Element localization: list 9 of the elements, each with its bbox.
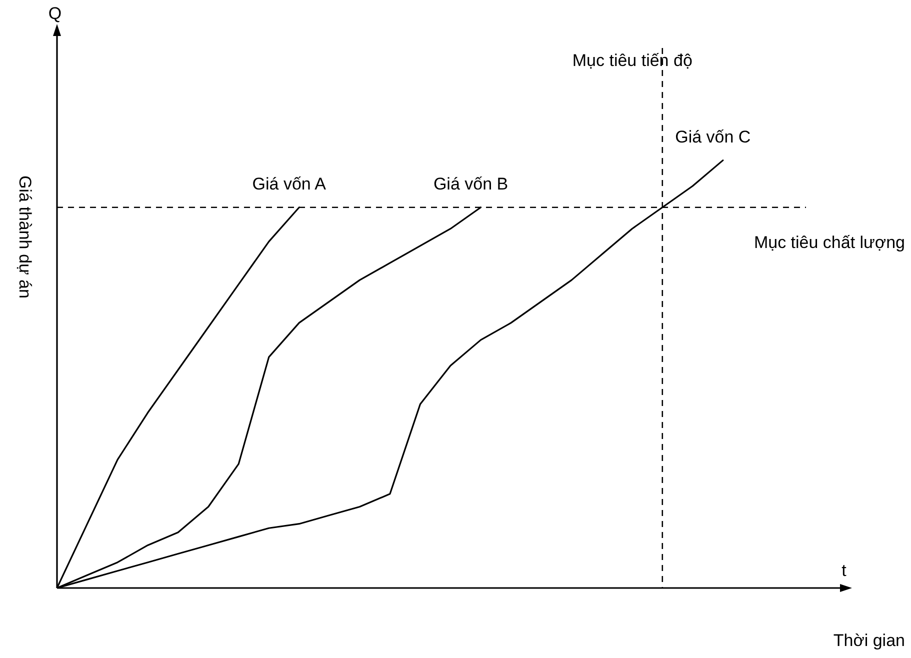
series-label: Giá vốn B <box>433 174 508 194</box>
text: Mục tiêu tiến độ <box>572 51 692 70</box>
x-axis-title: Thời gian <box>833 631 905 650</box>
series-label: Giá vốn A <box>252 174 327 194</box>
annotation: t <box>842 561 847 580</box>
ref-line-label: Mục tiêu chất lượng <box>754 233 905 252</box>
series-label: Giá vốn C <box>675 127 751 146</box>
y-axis-title: Giá thành dự án <box>15 176 34 298</box>
text: Q <box>48 4 62 24</box>
